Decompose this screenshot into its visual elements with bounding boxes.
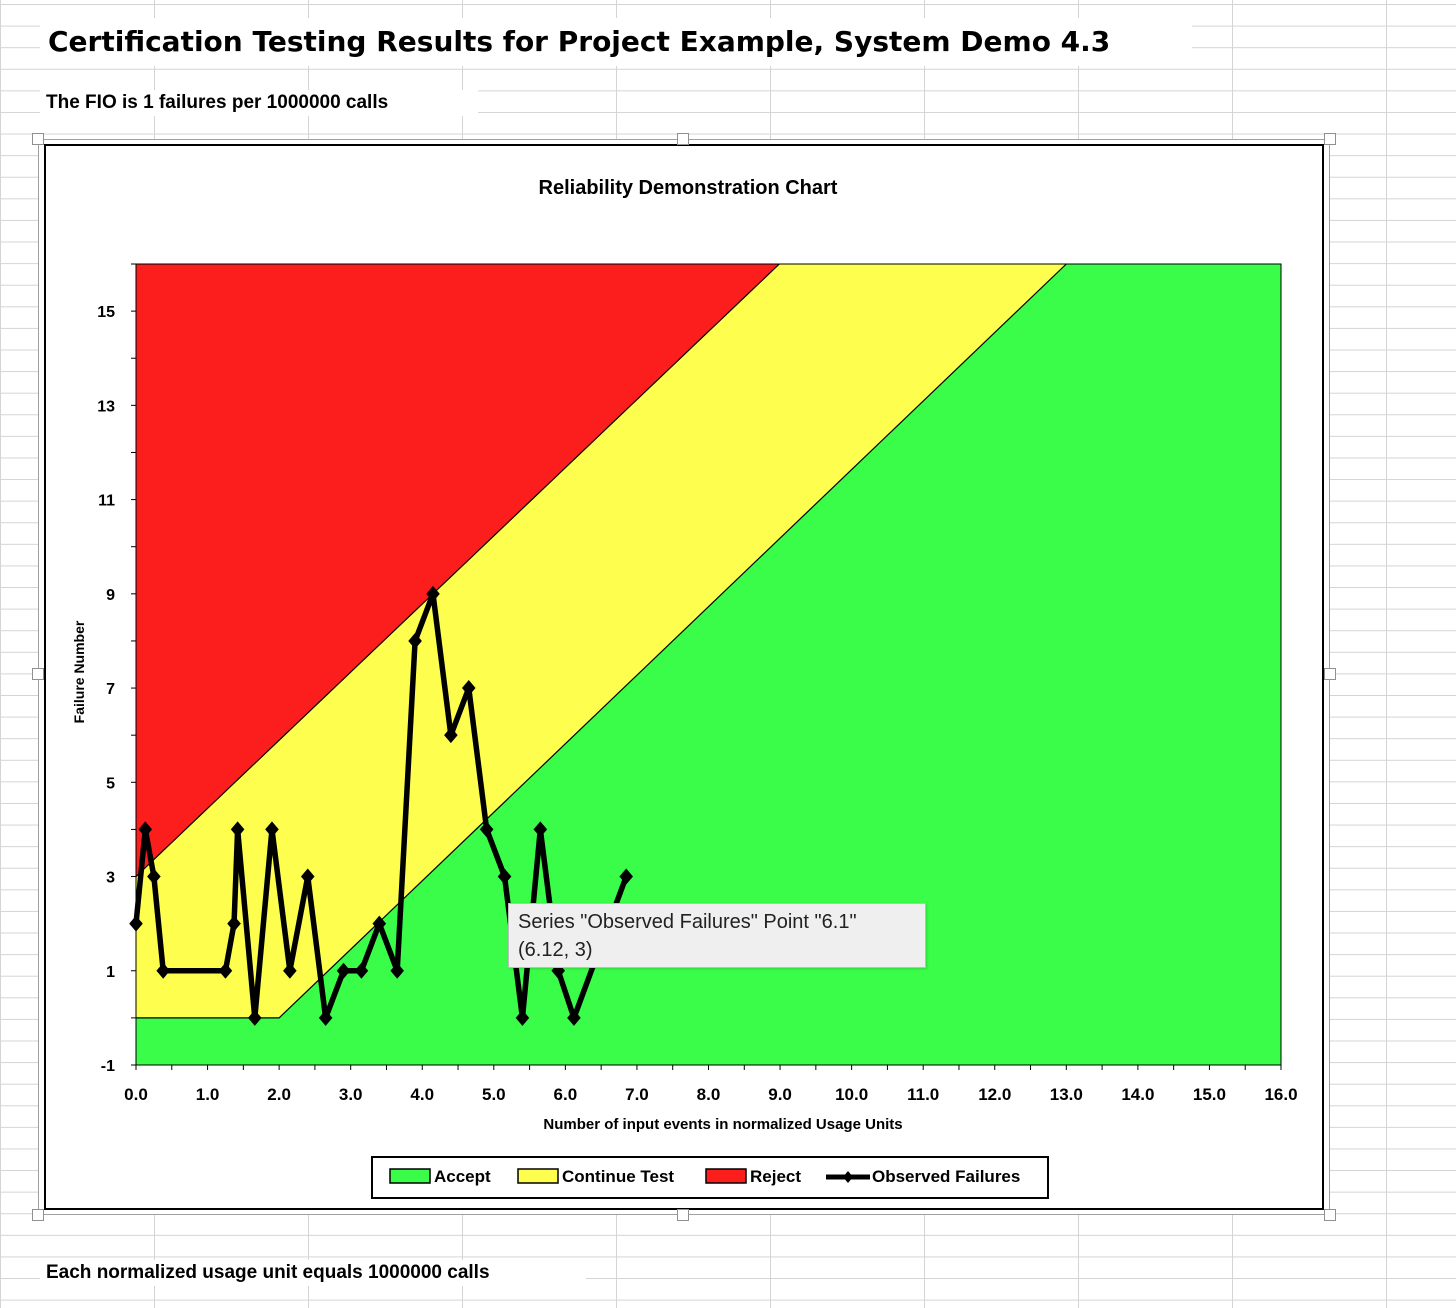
x-tick-label: 1.0 [196,1085,220,1104]
resize-handle-top[interactable] [677,133,689,145]
observed-failure-point [515,1009,530,1026]
observed-failure-point [227,915,241,932]
observed-failure-point [230,821,245,838]
resize-handle-bottom[interactable] [677,1209,689,1221]
x-tick-label: 15.0 [1193,1085,1226,1104]
x-tick-label: 5.0 [482,1085,506,1104]
y-tick-label: 3 [106,870,115,887]
x-axis-label: Number of input events in normalized Usa… [543,1116,902,1133]
x-tick-label: 8.0 [697,1085,721,1104]
observed-failure-point [479,821,494,838]
x-tick-label: 12.0 [978,1085,1011,1104]
fio-text: The FIO is 1 failures per 1000000 calls [40,90,478,116]
observed-failure-point [247,1009,262,1026]
observed-failure-point [497,868,512,885]
observed-failure-point [533,821,548,838]
resize-handle-left[interactable] [32,668,44,680]
legend-label: Accept [434,1167,491,1186]
legend-swatch-reject [705,1168,747,1184]
tooltip-value-line: (6.12, 3) [518,939,593,961]
resize-handle-bottom-right[interactable] [1324,1209,1336,1221]
observed-failure-point [426,585,440,602]
legend-label: Reject [750,1167,801,1186]
y-tick-label: 7 [106,681,115,698]
observed-failure-point [300,868,315,885]
observed-failure-point [444,727,458,744]
observed-failure-point [336,962,351,979]
legend-label: Observed Failures [872,1167,1020,1186]
legend-swatch-continue-test [517,1168,559,1184]
observed-failure-point [461,680,476,697]
x-tick-label: 0.0 [124,1085,148,1104]
y-tick-label: 13 [97,398,115,415]
data-point-tooltip: Series "Observed Failures" Point "6.1" (… [508,903,926,968]
x-tick-label: 14.0 [1121,1085,1154,1104]
y-tick-label: 1 [106,964,115,981]
chart-title: Reliability Demonstration Chart [539,177,838,199]
observed-failure-point [551,962,566,979]
observed-failure-point [390,962,405,979]
usage-unit-text: Each normalized usage unit equals 100000… [40,1260,586,1286]
x-tick-label: 7.0 [625,1085,649,1104]
x-tick-label: 9.0 [768,1085,792,1104]
observed-failure-point [619,868,634,885]
resize-handle-top-left[interactable] [32,133,44,145]
accept-boundary-line [136,263,1067,1019]
x-tick-label: 11.0 [907,1085,939,1104]
legend: Accept Continue Test Reject Observed Failur… [371,1156,1049,1199]
observed-failure-point [156,962,170,979]
x-tick-label: 10.0 [835,1085,868,1104]
x-tick-label: 3.0 [339,1085,363,1104]
legend-label: Continue Test [562,1167,674,1186]
legend-swatch-accept [389,1168,431,1184]
x-tick-label: 6.0 [554,1085,578,1104]
y-tick-label: 15 [97,304,115,321]
legend-swatch-marker [843,1171,853,1183]
observed-failure-point [218,962,233,979]
observed-failure-point [372,915,387,932]
observed-failure-point [138,821,153,838]
observed-failure-point [318,1009,333,1026]
sheet-title: Certification Testing Results for Projec… [40,18,1192,66]
x-tick-label: 2.0 [267,1085,291,1104]
observed-failure-point [567,1009,581,1026]
resize-handle-bottom-left[interactable] [32,1209,44,1221]
y-tick-label: -1 [101,1058,115,1075]
observed-failure-point [265,821,279,838]
y-axis-label: Failure Number [71,620,87,723]
reject-boundary-line [135,263,780,877]
y-tick-label: 9 [106,587,115,604]
observed-failure-point [129,915,143,932]
tooltip-series-line: Series "Observed Failures" Point "6.1" [518,911,857,933]
x-tick-label: 13.0 [1050,1085,1083,1104]
x-tick-label: 16.0 [1264,1085,1297,1104]
observed-failure-point [354,962,369,979]
y-tick-label: 11 [98,493,115,510]
y-tick-label: 5 [106,775,115,792]
resize-handle-top-right[interactable] [1324,133,1336,145]
observed-failure-point [408,632,422,649]
observed-failure-point [283,962,297,979]
resize-handle-right[interactable] [1324,668,1336,680]
x-tick-label: 4.0 [410,1085,434,1104]
observed-failure-point [147,868,161,885]
